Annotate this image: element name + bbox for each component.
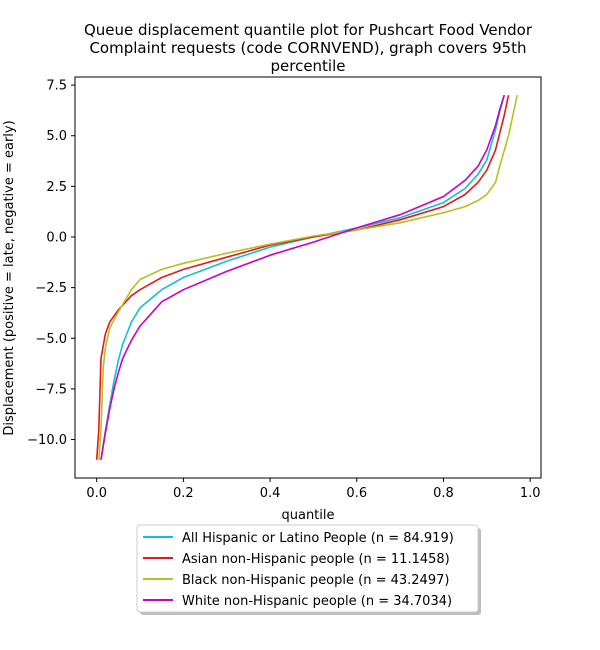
series-line-3: [98, 95, 518, 460]
x-tick-label: 0.8: [433, 486, 454, 501]
legend-label: White non-Hispanic people (n = 34.7034): [182, 594, 452, 609]
y-tick-label: −5.0: [35, 332, 67, 347]
x-tick-label: 0.6: [346, 486, 367, 501]
y-tick-label: 0.0: [46, 230, 67, 245]
x-tick-label: 0.2: [173, 486, 194, 501]
x-axis: 0.0 0.2 0.4 0.6 0.8 1.0: [86, 478, 541, 501]
y-tick-label: −2.5: [35, 281, 67, 296]
y-tick-label: 5.0: [46, 129, 67, 144]
y-tick-label: −10.0: [27, 433, 67, 448]
title-line-2: Complaint requests (code CORNVEND), grap…: [89, 39, 526, 57]
x-tick-label: 1.0: [520, 486, 541, 501]
x-axis-label: quantile: [281, 508, 334, 523]
legend-label: All Hispanic or Latino People (n = 84.91…: [182, 531, 454, 546]
plot-area: [74, 76, 542, 479]
series-layer: [95, 94, 518, 460]
series-line-2: [95, 95, 510, 460]
x-tick-label: 0.0: [86, 486, 107, 501]
title-line-3: percentile: [270, 57, 345, 75]
legend-entries: All Hispanic or Latino People (n = 84.91…: [143, 531, 454, 609]
y-tick-label: −7.5: [35, 382, 67, 397]
x-tick-label: 0.4: [260, 486, 281, 501]
chart-title: Queue displacement quantile plot for Pus…: [84, 21, 533, 75]
legend-label: Black non-Hispanic people (n = 43.2497): [182, 573, 449, 588]
y-tick-label: 2.5: [46, 180, 67, 195]
series-line-1: [100, 94, 505, 460]
series-line-4: [100, 94, 505, 460]
y-axis-label: Displacement (positive = late, negative …: [2, 120, 17, 435]
legend: All Hispanic or Latino People (n = 84.91…: [136, 524, 481, 615]
legend-label: Asian non-Hispanic people (n = 11.1458): [182, 552, 450, 567]
legend-box: [136, 524, 479, 613]
y-tick-label: 7.5: [46, 79, 67, 94]
title-line-1: Queue displacement quantile plot for Pus…: [84, 21, 533, 39]
y-axis: −10.0 −7.5 −5.0 −2.5 0.0 2.5 5.0 7.5: [27, 79, 75, 448]
